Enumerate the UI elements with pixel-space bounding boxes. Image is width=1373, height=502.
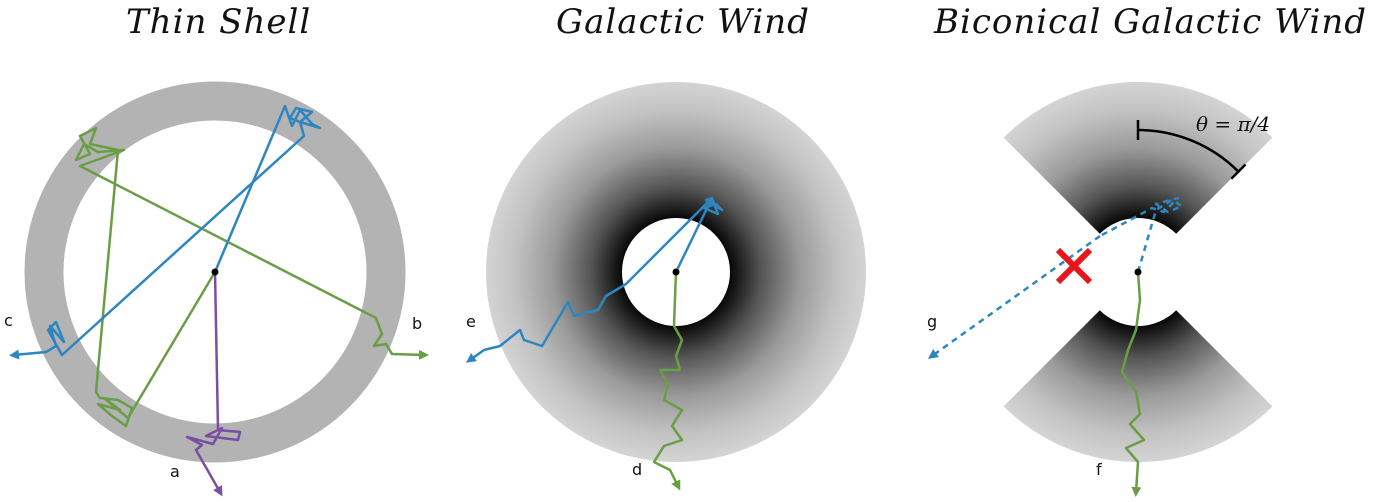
upper-wind-cone <box>1003 81 1273 234</box>
photon-path-g <box>927 234 1101 359</box>
angle-arc <box>1137 128 1240 173</box>
photon-path-e <box>465 196 724 363</box>
galactic-wind-panel <box>465 82 866 491</box>
galactic-wind-title: Galactic Wind <box>556 2 810 42</box>
lower-wind-cone <box>1003 310 1273 463</box>
opening-angle-label: θ = π/4 <box>1196 112 1271 136</box>
angle-marker-diagonal <box>1230 163 1247 180</box>
label-c: c <box>4 311 13 330</box>
source-dot <box>672 268 680 276</box>
label-e: e <box>466 312 476 331</box>
biconical-title: Biconical Galactic Wind <box>934 2 1368 42</box>
label-a: a <box>170 462 180 481</box>
photon-path-f <box>1120 271 1146 497</box>
label-d: d <box>632 460 643 479</box>
source-dot <box>211 268 219 276</box>
biconical-panel <box>927 81 1273 497</box>
photon-path-a <box>185 271 242 497</box>
label-f: f <box>1096 460 1102 479</box>
blocked-cross-icon <box>1055 247 1093 285</box>
thin-shell-title: Thin Shell <box>126 2 312 42</box>
label-g: g <box>927 312 938 331</box>
label-b: b <box>412 314 423 333</box>
source-dot <box>1134 268 1142 276</box>
photon-path-upper-dashed <box>1099 196 1184 273</box>
photon-path-c <box>9 104 322 360</box>
photon-path-b <box>74 126 429 428</box>
thin-shell-panel <box>9 81 429 497</box>
photon-path-d <box>652 271 684 491</box>
thin-shell-ring <box>24 81 406 463</box>
